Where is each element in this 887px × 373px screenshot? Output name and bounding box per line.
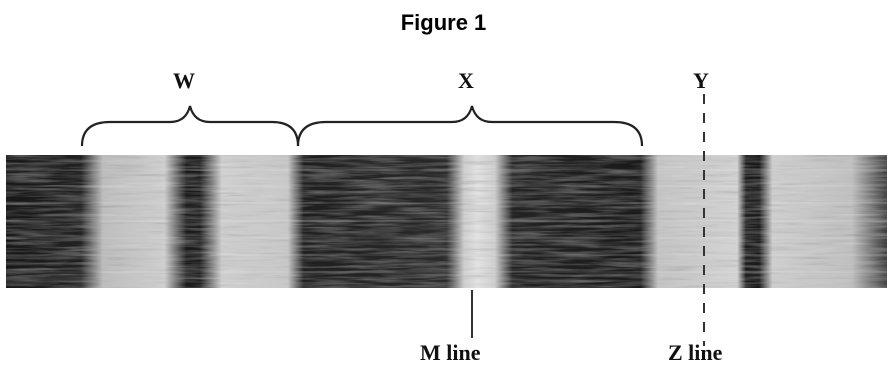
label-y: Y [693,68,709,93]
x-bracket [296,105,644,147]
label-m-line: M line [420,340,481,365]
figure-title: Figure 1 [400,10,487,35]
w-bracket [80,105,300,147]
label-x: X [458,68,474,93]
micrograph-band [6,155,887,288]
label-z-line: Z line [668,340,723,365]
label-w: W [173,68,195,93]
